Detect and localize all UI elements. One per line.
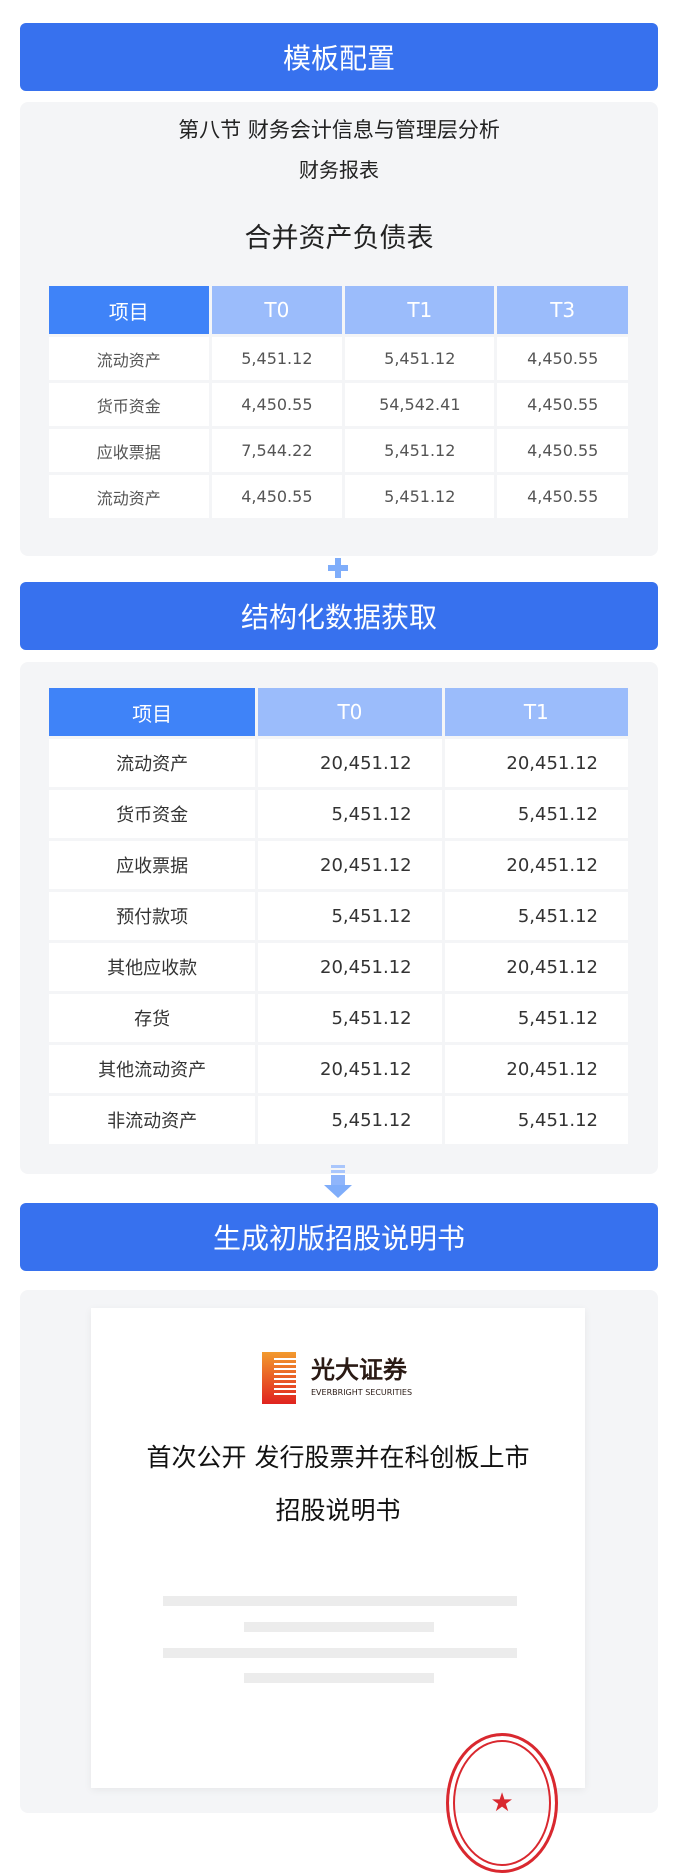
table-row: 货币资金 4,450.55 54,542.41 4,450.55 <box>49 383 628 426</box>
row-label: 预付款项 <box>49 892 256 940</box>
row-label: 货币资金 <box>49 383 209 426</box>
everbright-logo-icon <box>262 1352 296 1404</box>
cell-value: 5,451.12 <box>444 892 628 940</box>
cell-value: 20,451.12 <box>444 1045 628 1093</box>
column-header: 项目 <box>49 286 209 334</box>
table-row: 存货 5,451.12 5,451.12 <box>49 994 628 1042</box>
table-title: 合并资产负债表 <box>244 223 434 254</box>
placeholder-line <box>244 1673 434 1683</box>
cell-value: 5,451.12 <box>258 892 442 940</box>
row-label: 流动资产 <box>49 739 256 787</box>
cell-value: 5,451.12 <box>258 994 442 1042</box>
table-row: 货币资金 5,451.12 5,451.12 <box>49 790 628 838</box>
cell-value: 4,450.55 <box>497 383 628 426</box>
cell-value: 7,544.22 <box>211 429 343 472</box>
seal-stamp-icon: ★ <box>446 1733 558 1873</box>
cell-value: 4,450.55 <box>497 337 628 380</box>
row-label: 流动资产 <box>49 475 209 518</box>
cell-value: 54,542.41 <box>345 383 495 426</box>
placeholder-line <box>163 1596 517 1606</box>
cell-value: 20,451.12 <box>258 739 442 787</box>
cell-value: 20,451.12 <box>444 841 628 889</box>
template-table: 项目 T0 T1 T3 流动资产 5,451.12 5,451.12 4,450.55 货币资金… <box>46 283 631 521</box>
plus-icon <box>327 558 348 578</box>
cell-value: 4,450.55 <box>497 475 628 518</box>
table-row: 非流动资产 5,451.12 5,451.12 <box>49 1096 628 1144</box>
cell-value: 4,450.55 <box>497 429 628 472</box>
row-label: 应收票据 <box>49 841 256 889</box>
template-config-header: 模板配置 <box>20 23 658 91</box>
table-row: 应收票据 20,451.12 20,451.12 <box>49 841 628 889</box>
cell-value: 4,450.55 <box>211 383 343 426</box>
placeholder-line <box>244 1622 434 1632</box>
placeholder-line <box>163 1648 517 1658</box>
structured-extraction-header: 结构化数据获取 <box>20 582 658 650</box>
cell-value: 20,451.12 <box>444 739 628 787</box>
table-row: 流动资产 4,450.55 5,451.12 4,450.55 <box>49 475 628 518</box>
row-label: 非流动资产 <box>49 1096 256 1144</box>
cell-value: 5,451.12 <box>258 790 442 838</box>
prospectus-title: 首次公开 发行股票并在科创板上市 <box>146 1443 530 1472</box>
cell-value: 20,451.12 <box>258 841 442 889</box>
row-label: 流动资产 <box>49 337 209 380</box>
table-row: 预付款项 5,451.12 5,451.12 <box>49 892 628 940</box>
cell-value: 5,451.12 <box>444 1096 628 1144</box>
cell-value: 5,451.12 <box>444 994 628 1042</box>
row-label: 其他应收款 <box>49 943 256 991</box>
extraction-table: 项目 T0 T1 流动资产 20,451.12 20,451.12 货币资金 5,451.12… <box>46 685 631 1147</box>
generate-prospectus-header: 生成初版招股说明书 <box>20 1203 658 1271</box>
cell-value: 5,451.12 <box>345 429 495 472</box>
column-header: T1 <box>444 688 628 736</box>
prospectus-document: 光大证券 EVERBRIGHT SECURITIES 首次公开 发行股票并在科创… <box>91 1308 585 1873</box>
arrow-down-icon <box>323 1165 352 1199</box>
cell-value: 20,451.12 <box>258 1045 442 1093</box>
cell-value: 5,451.12 <box>211 337 343 380</box>
row-label: 其他流动资产 <box>49 1045 256 1093</box>
section-subheading: 财务报表 <box>299 158 379 182</box>
row-label: 货币资金 <box>49 790 256 838</box>
table-row: 流动资产 20,451.12 20,451.12 <box>49 739 628 787</box>
cell-value: 20,451.12 <box>444 943 628 991</box>
cell-value: 5,451.12 <box>345 475 495 518</box>
table-row: 应收票据 7,544.22 5,451.12 4,450.55 <box>49 429 628 472</box>
column-header: 项目 <box>49 688 256 736</box>
cell-value: 5,451.12 <box>258 1096 442 1144</box>
cell-value: 5,451.12 <box>444 790 628 838</box>
column-header: T3 <box>497 286 628 334</box>
table-row: 其他流动资产 20,451.12 20,451.12 <box>49 1045 628 1093</box>
row-label: 应收票据 <box>49 429 209 472</box>
column-header: T1 <box>345 286 495 334</box>
prospectus-subtitle: 招股说明书 <box>275 1496 401 1525</box>
star-icon: ★ <box>490 1788 514 1818</box>
logo-name-en: EVERBRIGHT SECURITIES <box>311 1388 413 1397</box>
logo-name-cn: 光大证券 <box>311 1356 407 1384</box>
cell-value: 5,451.12 <box>345 337 495 380</box>
column-header: T0 <box>258 688 442 736</box>
table-row: 流动资产 5,451.12 5,451.12 4,450.55 <box>49 337 628 380</box>
row-label: 存货 <box>49 994 256 1042</box>
column-header: T0 <box>211 286 343 334</box>
table-row: 其他应收款 20,451.12 20,451.12 <box>49 943 628 991</box>
cell-value: 4,450.55 <box>211 475 343 518</box>
cell-value: 20,451.12 <box>258 943 442 991</box>
section-heading: 第八节 财务会计信息与管理层分析 <box>178 118 500 142</box>
